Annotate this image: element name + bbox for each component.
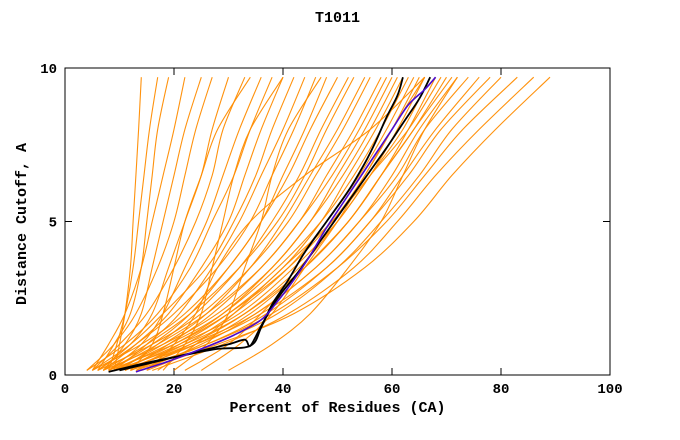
ensemble-curve [92,76,338,371]
reference-curve [135,76,437,373]
ensemble-curve [86,77,213,371]
ensemble-curve [102,76,355,371]
ensemble-curve [129,76,251,371]
ensemble-curve [113,77,142,371]
x-tick-label: 40 [275,382,292,398]
y-tick-label: 5 [49,216,57,232]
ensemble-curve [97,76,371,371]
ensemble-curve [102,77,202,371]
x-tick-label: 60 [384,382,401,398]
x-tick-label: 80 [493,382,510,398]
x-tick-label: 100 [597,382,622,398]
ensemble-curve [119,76,431,371]
x-tick-label: 20 [166,382,183,398]
ensemble-curve [162,76,284,371]
highlight-curve [119,76,431,372]
x-axis-label: Percent of Residues (CA) [229,400,446,417]
ensemble-curve [130,76,518,371]
ensemble-curve [102,76,398,371]
ensemble-curve [135,76,426,371]
x-tick-label: 0 [61,382,69,398]
ensemble-curve [157,76,442,371]
ensemble-curve [228,76,458,371]
chart-title: T1011 [314,10,360,27]
y-tick-label: 0 [49,369,57,385]
ensemble-curve [184,76,453,371]
ensemble-curve [91,77,186,371]
ensemble-curve [173,76,322,371]
ensemble-curve [91,76,295,371]
y-tick-label: 10 [40,62,57,78]
ensemble-curve [119,76,491,371]
highlight-curve [108,76,404,373]
ensemble-curve [146,76,426,371]
ensemble-curve [91,76,246,371]
ensemble-curve [152,76,535,371]
ensemble-curve [102,76,284,371]
ensemble-curve [108,77,159,371]
ensemble-curve [108,76,262,371]
ensemble-curve [141,76,551,371]
ensemble-curve [108,76,388,371]
ensemble-curve [119,76,393,371]
ensemble-curve [97,76,317,371]
